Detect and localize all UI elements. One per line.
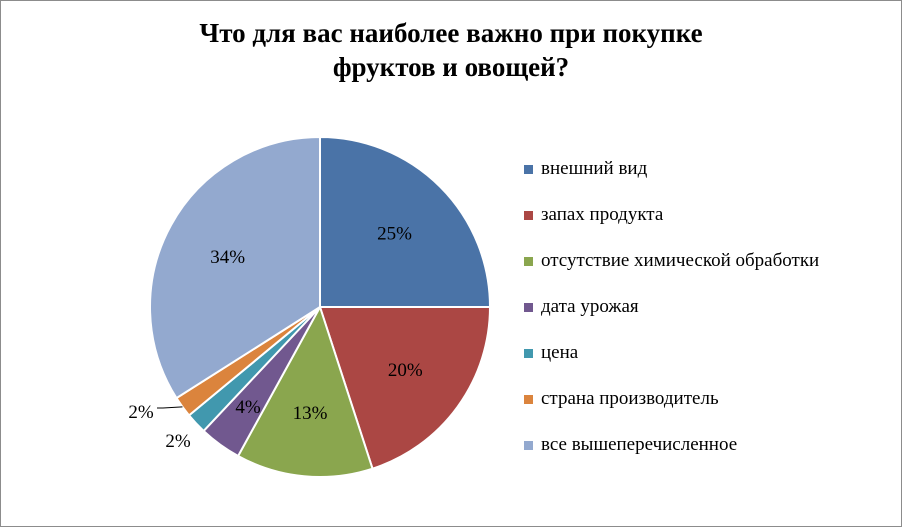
- legend-swatch: [524, 348, 533, 358]
- legend-item-3: отсутствие химической обработки: [524, 238, 819, 284]
- data-label-2: 20%: [388, 360, 423, 381]
- legend-label: цена: [541, 342, 579, 363]
- data-label-7: 34%: [210, 247, 245, 268]
- legend-item-5: цена: [524, 330, 819, 376]
- legend-item-4: дата урожая: [524, 284, 819, 330]
- legend-label: страна производитель: [541, 388, 719, 409]
- pie-slice-2: [318, 306, 492, 470]
- data-label-3: 13%: [293, 403, 328, 424]
- chart-title: Что для вас наиболее важно при покупке ф…: [0, 16, 902, 84]
- legend-item-1: внешний вид: [524, 146, 819, 192]
- legend-label: дата урожая: [541, 296, 639, 317]
- legend-label: все вышеперечисленное: [541, 434, 738, 455]
- data-label-4: 4%: [235, 397, 261, 418]
- legend-item-7: все вышеперечисленное: [524, 422, 819, 468]
- data-label-6: 2%: [128, 402, 154, 423]
- legend-item-2: запах продукта: [524, 192, 819, 238]
- pie-slice-3: [236, 304, 374, 478]
- legend-swatch: [524, 302, 533, 312]
- pie-slice-7: [148, 135, 321, 400]
- legend-label: внешний вид: [541, 158, 648, 179]
- data-label-1: 25%: [377, 223, 412, 244]
- legend-item-6: страна производитель: [524, 376, 819, 422]
- chart-title-line-2: фруктов и овощей?: [332, 52, 570, 82]
- legend-swatch: [524, 256, 533, 266]
- pie-slice-1: [319, 135, 492, 308]
- legend-swatch: [524, 440, 533, 450]
- chart-legend: внешний вид запах продукта отсутствие хими…: [524, 146, 819, 468]
- leader-line-6: [157, 406, 183, 409]
- legend-swatch: [524, 210, 533, 220]
- legend-label: запах продукта: [541, 204, 664, 225]
- chart-title-line-1: Что для вас наиболее важно при покупке: [199, 18, 703, 48]
- legend-swatch: [524, 164, 533, 174]
- data-label-5: 2%: [165, 431, 191, 452]
- legend-label: отсутствие химической обработки: [541, 250, 820, 271]
- legend-swatch: [524, 394, 533, 404]
